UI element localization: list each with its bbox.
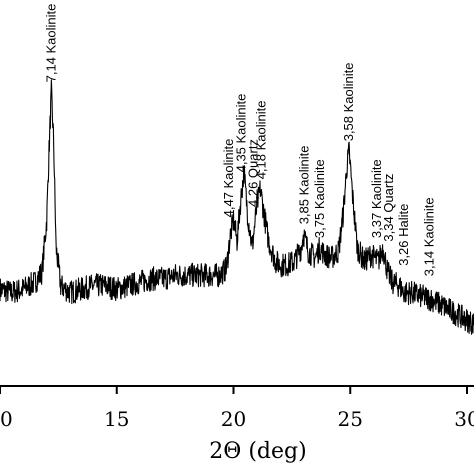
peak-label: 3,26 Halite: [396, 204, 411, 266]
x-tick-label: 20: [221, 407, 246, 431]
x-tick-label: 25: [338, 407, 363, 431]
peak-label: 4,35 Kaolinite: [234, 94, 249, 173]
peak-label: 4,18 Kaolinite: [254, 101, 269, 180]
peak-label: 3,58 Kaolinite: [341, 63, 356, 142]
diffraction-series-line: [0, 79, 474, 335]
x-axis-title: 2Θ (deg): [209, 439, 306, 464]
series-layer: [0, 79, 474, 335]
peak-label: 3,37 Kaolinite: [369, 159, 384, 238]
x-tick-label: 15: [104, 407, 129, 431]
peak-label: 7,14 Kaolinite: [43, 4, 58, 83]
peak-label: 3,85 Kaolinite: [297, 146, 312, 225]
peak-label: 3,75 Kaolinite: [312, 159, 327, 238]
peak-label: 3,14 Kaolinite: [422, 197, 437, 276]
x-tick-label: 30: [454, 407, 474, 431]
peak-label: 4,47 Kaolinite: [221, 139, 236, 218]
x-tick-label: 10: [0, 407, 13, 431]
peak-label: 4,26 Quartz: [245, 139, 260, 207]
x-ticks: 10 15 20 25 30: [0, 386, 474, 431]
peak-label: 3,34 Quartz: [381, 174, 396, 242]
